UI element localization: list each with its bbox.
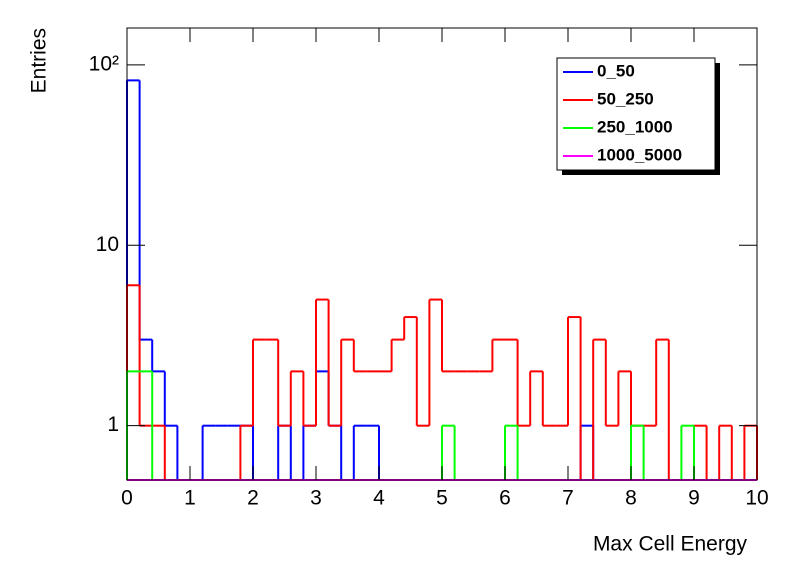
- y-tick-label: 1: [107, 413, 119, 436]
- x-tick-label: 4: [373, 487, 385, 510]
- x-tick-label: 6: [499, 487, 511, 510]
- legend-label: 1000_5000: [597, 145, 682, 164]
- y-tick-label: 10²: [89, 52, 119, 75]
- x-axis-title: Max Cell Energy: [593, 533, 748, 556]
- x-tick-label: 5: [436, 487, 448, 510]
- x-tick-label: 3: [310, 487, 322, 510]
- x-tick-label: 2: [247, 487, 259, 510]
- legend-label: 50_250: [597, 89, 654, 108]
- y-axis-title: Entries: [28, 28, 51, 93]
- legend-label: 250_1000: [597, 117, 673, 136]
- x-tick-label: 10: [745, 487, 768, 510]
- x-tick-label: 8: [625, 487, 637, 510]
- x-tick-label: 7: [562, 487, 574, 510]
- y-tick-label: 10: [96, 233, 119, 256]
- x-tick-label: 1: [184, 487, 196, 510]
- legend-label: 0_50: [597, 61, 635, 80]
- legend-box: [556, 57, 716, 171]
- x-tick-label: 9: [688, 487, 700, 510]
- x-tick-label: 0: [121, 487, 133, 510]
